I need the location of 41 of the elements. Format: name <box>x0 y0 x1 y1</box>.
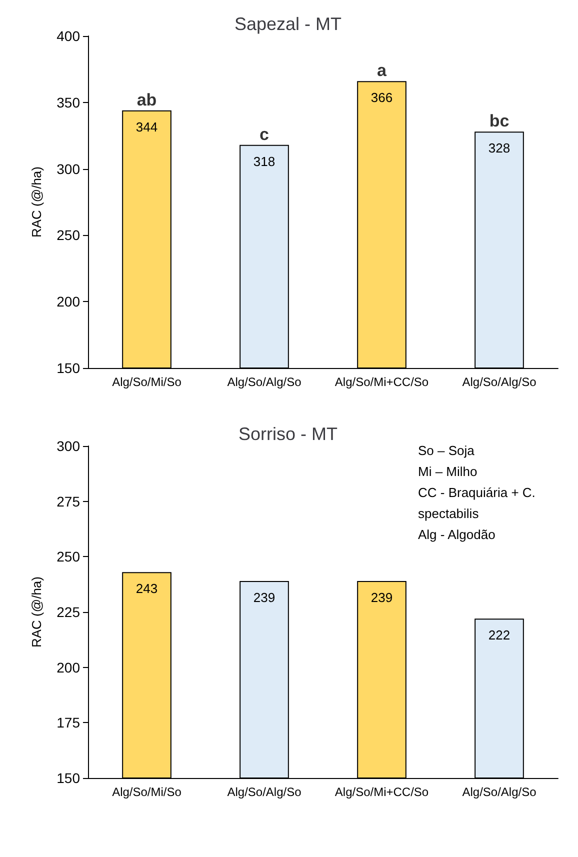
y-tick-label: 400 <box>56 28 80 44</box>
y-axis-title: RAC (@/ha) <box>29 576 44 648</box>
x-tick-label: Alg/So/Mi+CC/So <box>334 785 429 799</box>
x-tick-label: Alg/So/Alg/So <box>462 375 537 389</box>
data-label: 344 <box>136 119 158 134</box>
chart-title: Sapezal - MT <box>234 14 342 34</box>
annotation: Mi – Milho <box>418 464 478 479</box>
data-label: 243 <box>136 581 158 596</box>
y-tick-label: 350 <box>56 94 80 110</box>
y-tick-label: 225 <box>56 604 80 620</box>
y-axis-title: RAC (@/ha) <box>29 166 44 238</box>
y-tick-label: 175 <box>56 714 80 731</box>
y-tick-label: 150 <box>56 360 80 376</box>
x-tick-label: Alg/So/Alg/So <box>462 785 537 799</box>
annotation: So – Soja <box>418 443 476 458</box>
x-tick-label: Alg/So/Mi/So <box>112 375 182 389</box>
data-label: 222 <box>488 628 510 643</box>
y-tick-label: 200 <box>56 659 80 676</box>
data-label: 366 <box>370 90 393 106</box>
annotation: c <box>260 124 269 144</box>
annotation: bc <box>489 112 510 131</box>
y-tick-label: 250 <box>56 227 80 244</box>
data-label: 239 <box>253 590 276 606</box>
annotation: ab <box>136 90 157 110</box>
data-label: 239 <box>370 590 393 606</box>
chart-title: Sorriso - MT <box>238 424 338 444</box>
y-tick-label: 300 <box>56 438 80 454</box>
x-tick-label: Alg/So/Mi/So <box>112 785 182 799</box>
y-tick-label: 275 <box>56 493 80 510</box>
annotation: a <box>377 61 388 80</box>
annotation: CC - Braquiária + C. spectabilis <box>418 485 540 521</box>
annotation: Alg - Algodão <box>418 527 496 542</box>
y-tick-label: 200 <box>56 294 80 310</box>
data-label: 328 <box>488 140 510 156</box>
x-tick-label: Alg/So/Mi+CC/So <box>334 375 429 389</box>
y-tick-label: 250 <box>56 548 80 565</box>
y-tick-label: 300 <box>56 160 80 177</box>
x-tick-label: Alg/So/Alg/So <box>227 375 302 389</box>
data-label: 318 <box>253 154 276 169</box>
y-tick-label: 150 <box>56 770 80 786</box>
x-tick-label: Alg/So/Alg/So <box>227 785 302 799</box>
